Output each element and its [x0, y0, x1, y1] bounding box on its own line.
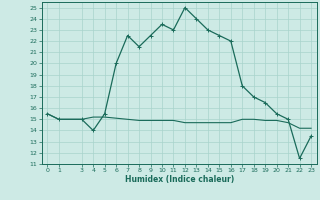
X-axis label: Humidex (Indice chaleur): Humidex (Indice chaleur)	[124, 175, 234, 184]
